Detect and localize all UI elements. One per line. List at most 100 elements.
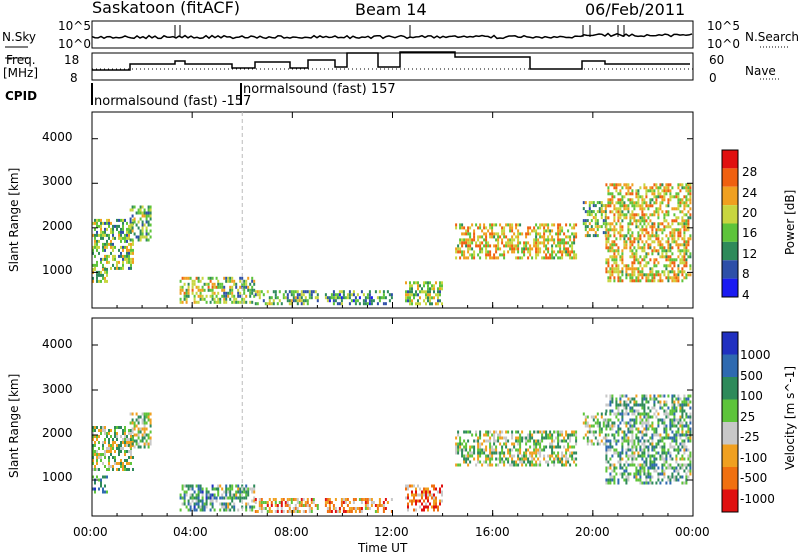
data-cell xyxy=(671,234,674,238)
data-cell xyxy=(133,232,136,236)
data-cell xyxy=(677,186,680,190)
data-cell xyxy=(382,507,385,510)
data-cell xyxy=(128,432,130,435)
data-cell xyxy=(639,246,642,250)
data-cell xyxy=(511,244,514,248)
data-cell xyxy=(284,504,287,507)
data-cell xyxy=(145,226,148,230)
data-cell xyxy=(649,246,652,250)
power-cbar-tick: 4 xyxy=(742,288,750,302)
data-cell xyxy=(584,201,587,205)
data-cell xyxy=(215,276,218,280)
data-cell xyxy=(96,475,98,479)
data-cell xyxy=(421,490,423,494)
data-cell xyxy=(613,451,616,455)
data-cell xyxy=(239,493,242,497)
data-cell xyxy=(187,502,190,506)
data-cell xyxy=(657,400,660,404)
data-cell xyxy=(569,436,572,440)
data-cell xyxy=(249,300,252,304)
data-cell xyxy=(605,454,608,458)
data-cell xyxy=(619,472,622,476)
data-cell xyxy=(370,501,373,504)
scatter-region xyxy=(92,218,134,270)
data-cell xyxy=(260,501,263,504)
data-cell xyxy=(535,238,538,242)
data-cell xyxy=(635,276,638,280)
data-cell xyxy=(559,229,562,233)
data-cell xyxy=(197,487,200,491)
data-cell xyxy=(647,231,650,235)
data-cell xyxy=(539,442,542,446)
data-cell xyxy=(659,255,662,259)
data-cell xyxy=(547,226,550,230)
data-cell xyxy=(479,244,482,248)
data-cell xyxy=(499,430,502,434)
data-cell xyxy=(673,409,676,413)
data-cell xyxy=(231,276,234,280)
data-cell xyxy=(573,223,576,227)
data-cell xyxy=(586,219,589,223)
data-cell xyxy=(629,273,632,277)
data-cell xyxy=(229,490,232,494)
data-cell xyxy=(98,487,100,491)
data-cell xyxy=(629,201,632,205)
data-cell xyxy=(288,498,291,501)
data-cell xyxy=(649,189,652,193)
data-cell xyxy=(423,290,425,294)
velocity-colorbar-swatch xyxy=(722,489,738,512)
data-cell xyxy=(429,493,431,497)
data-cell xyxy=(605,481,608,485)
data-cell xyxy=(653,210,656,214)
data-cell xyxy=(598,210,601,214)
data-cell xyxy=(675,454,678,458)
data-cell xyxy=(427,293,429,297)
data-cell xyxy=(245,490,248,494)
data-cell xyxy=(553,460,556,464)
data-cell xyxy=(217,285,220,289)
data-cell xyxy=(139,427,142,431)
data-cell xyxy=(507,244,510,248)
data-cell xyxy=(617,460,620,464)
data-cell xyxy=(685,397,688,401)
data-cell xyxy=(280,510,283,513)
data-cell xyxy=(437,296,439,300)
data-cell xyxy=(419,290,421,294)
data-cell xyxy=(623,439,626,443)
data-cell xyxy=(677,249,680,253)
data-cell xyxy=(673,424,676,428)
data-cell xyxy=(509,223,512,227)
data-cell xyxy=(596,418,599,422)
data-cell xyxy=(627,225,630,229)
data-cell xyxy=(308,510,311,513)
data-cell xyxy=(223,291,226,295)
data-cell xyxy=(621,451,624,455)
data-cell xyxy=(647,261,650,265)
data-cell xyxy=(683,400,686,404)
data-cell xyxy=(645,430,648,434)
data-cell xyxy=(94,242,96,246)
velocity-cbar-tick: 500 xyxy=(740,369,763,383)
data-cell xyxy=(559,223,562,227)
data-cell xyxy=(594,430,597,434)
data-cell xyxy=(611,469,614,473)
data-cell xyxy=(106,242,108,246)
data-cell xyxy=(609,204,612,208)
data-cell xyxy=(137,415,140,419)
data-cell xyxy=(639,216,642,220)
data-cell xyxy=(635,237,638,241)
data-cell xyxy=(203,505,206,509)
data-cell xyxy=(651,475,654,479)
data-cell xyxy=(683,397,686,401)
data-cell xyxy=(491,454,494,458)
data-cell xyxy=(643,469,646,473)
data-cell xyxy=(617,231,620,235)
data-cell xyxy=(619,237,622,241)
data-cell xyxy=(106,221,108,225)
data-cell xyxy=(203,508,206,512)
data-cell xyxy=(689,195,692,199)
data-cell xyxy=(645,421,648,425)
data-cell xyxy=(655,469,658,473)
data-cell xyxy=(553,463,556,467)
data-cell xyxy=(653,400,656,404)
